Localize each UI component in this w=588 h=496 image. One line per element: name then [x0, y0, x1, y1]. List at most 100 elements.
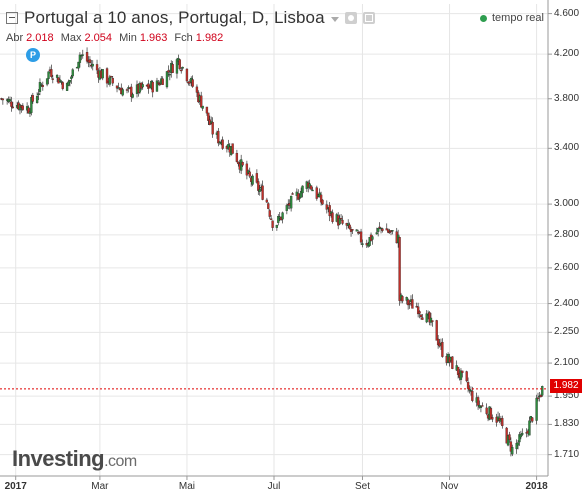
- candle: [431, 320, 434, 327]
- candle: [489, 406, 493, 420]
- y-tick-label: 2.600: [554, 261, 580, 273]
- candle: [21, 103, 24, 112]
- y-tick-label: 2.800: [554, 228, 580, 240]
- candle-body-down: [491, 417, 494, 420]
- candle: [411, 294, 414, 309]
- candle-body-up: [101, 69, 104, 79]
- candle: [468, 385, 471, 394]
- candle: [55, 73, 59, 83]
- candle-body-up: [258, 189, 261, 192]
- candle: [405, 296, 408, 305]
- candle: [398, 236, 401, 306]
- candle: [535, 394, 538, 425]
- candle: [50, 64, 53, 79]
- candle-body-up: [108, 76, 112, 85]
- candle: [268, 208, 271, 220]
- candle-body-up: [281, 212, 284, 220]
- candle: [401, 295, 404, 304]
- candle: [481, 402, 484, 407]
- candle: [178, 58, 181, 71]
- x-tick-label: Mar: [91, 481, 109, 492]
- candle: [351, 229, 354, 235]
- candle-body-up: [479, 406, 483, 408]
- candle: [371, 235, 374, 245]
- candle: [227, 139, 230, 150]
- candle: [419, 314, 423, 320]
- candle-body-down: [341, 219, 344, 224]
- candle-body-down: [171, 64, 174, 73]
- candle: [456, 366, 460, 379]
- candle-body-up: [518, 434, 521, 443]
- candle: [338, 214, 341, 225]
- candle: [328, 201, 331, 222]
- candle-body-down: [339, 218, 343, 220]
- logo-suffix: .com: [104, 453, 137, 470]
- candle: [381, 227, 384, 233]
- collapse-icon[interactable]: [6, 12, 18, 24]
- candle: [375, 227, 378, 235]
- candle-body-down: [1, 98, 5, 101]
- candle-body-down: [328, 205, 331, 217]
- candle: [211, 117, 214, 138]
- candle: [88, 56, 92, 68]
- candle-body-down: [167, 70, 170, 73]
- candle: [71, 68, 74, 78]
- candle-body-up: [175, 59, 179, 74]
- y-tick-label: 1.950: [554, 390, 580, 402]
- candle: [111, 76, 114, 86]
- candle: [298, 193, 301, 202]
- candle: [476, 395, 480, 410]
- candle-body-up: [347, 223, 350, 227]
- candle: [248, 167, 251, 179]
- candle-body-up: [121, 89, 124, 96]
- candle: [478, 400, 481, 409]
- candle: [125, 88, 129, 94]
- expand-icon[interactable]: [362, 12, 375, 24]
- candle: [299, 187, 303, 198]
- candle-body-down: [489, 408, 493, 420]
- candle-body-down: [255, 173, 259, 183]
- high-label: Max: [60, 32, 82, 44]
- candle-body-down: [419, 314, 423, 318]
- candle-body-down: [331, 212, 334, 222]
- candle-body-down: [158, 83, 161, 86]
- candle: [391, 230, 394, 235]
- candle: [245, 160, 249, 180]
- x-tick-label: Jul: [267, 481, 281, 492]
- candle-body-up: [478, 405, 481, 408]
- candle: [185, 68, 189, 83]
- candle-body-up: [528, 420, 531, 436]
- event-marker[interactable]: P: [26, 48, 40, 62]
- candle-body-down: [406, 299, 410, 306]
- candle-body-down: [319, 194, 323, 203]
- candle-body-up: [71, 69, 74, 77]
- candle: [141, 81, 144, 90]
- candle: [436, 334, 440, 349]
- candle: [157, 79, 160, 86]
- chevron-down-icon[interactable]: [330, 16, 339, 22]
- candle: [258, 185, 261, 196]
- candle: [379, 227, 383, 234]
- chart-header: Portugal a 10 anos, Portugal, D, Lisboa: [6, 6, 375, 30]
- candle-body-down: [61, 82, 64, 89]
- candle: [515, 439, 518, 454]
- candle: [519, 430, 523, 440]
- candle-body-down: [408, 303, 411, 305]
- candle-body-down: [441, 342, 444, 357]
- candle-body-up: [37, 93, 40, 95]
- candle-body-down: [536, 397, 540, 399]
- y-tick-label: 1.830: [554, 418, 580, 430]
- candle-body-up: [511, 447, 514, 455]
- candle-body-down: [221, 139, 224, 149]
- candle-body-down: [431, 320, 434, 322]
- candle: [167, 65, 170, 77]
- candle-body-up: [535, 397, 538, 421]
- candle: [78, 52, 82, 68]
- candle-body-down: [267, 203, 270, 209]
- gear-icon[interactable]: [344, 12, 357, 24]
- candle-body-down: [257, 181, 260, 191]
- candle: [506, 434, 510, 447]
- candle: [465, 370, 468, 383]
- logo-name: Investing: [12, 446, 105, 471]
